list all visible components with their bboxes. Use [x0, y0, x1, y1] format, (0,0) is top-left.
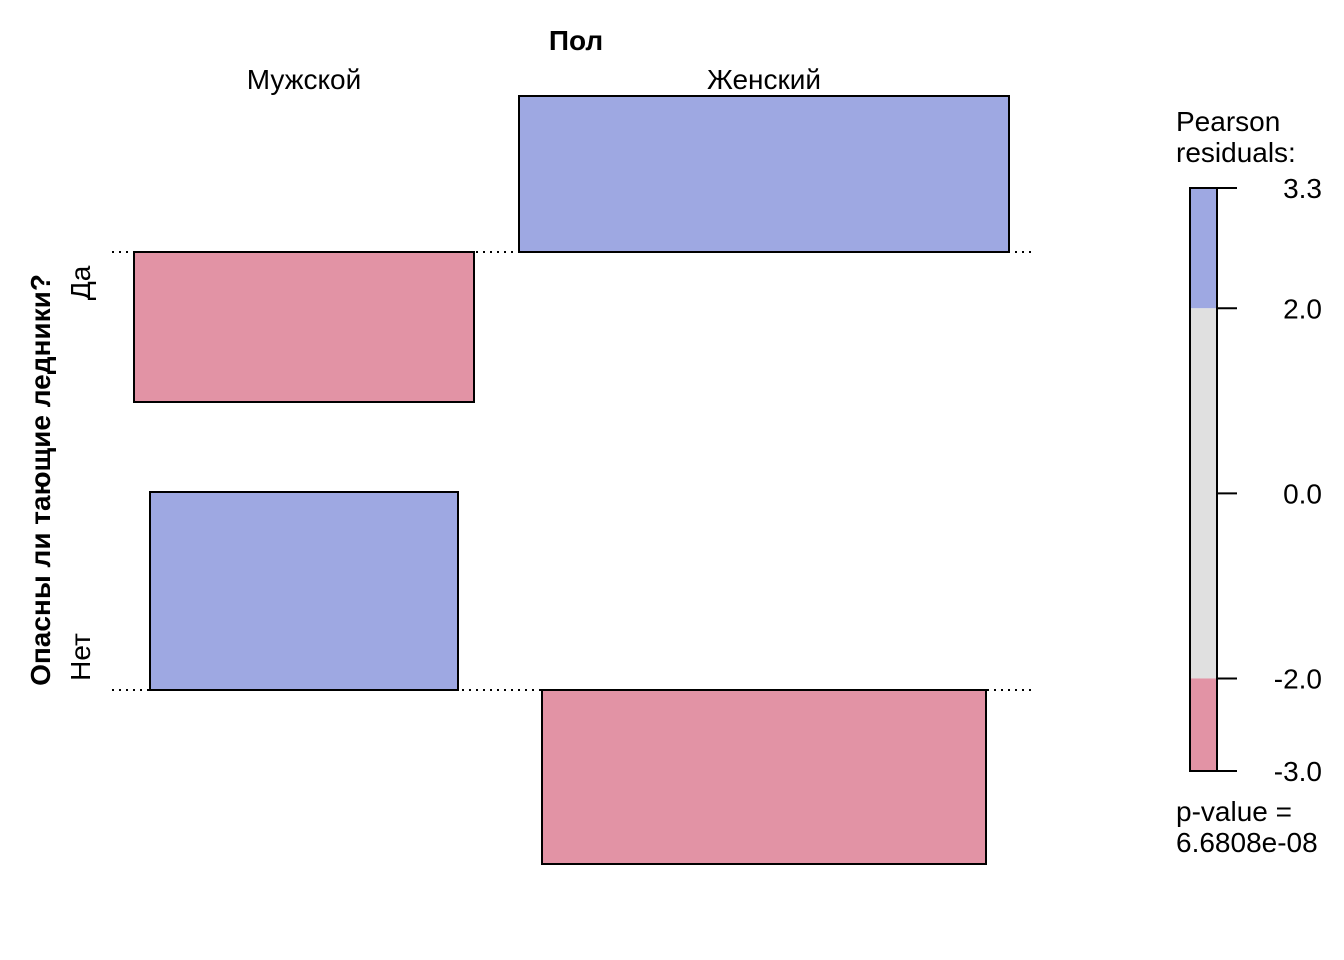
row-variable-title: Опасны ли тающие ледники?	[25, 274, 56, 686]
legend-tick-label: -2.0	[1274, 663, 1322, 694]
p-value-label: p-value =	[1176, 796, 1292, 827]
cell-нет-женский	[541, 689, 987, 865]
legend-band	[1190, 308, 1217, 679]
legend-title-line-1: Pearson	[1176, 106, 1280, 137]
row-label-нет: Нет	[65, 633, 96, 681]
row-label-да: Да	[65, 265, 96, 300]
column-label-женский: Женский	[707, 64, 821, 95]
p-value-number: 6.6808e-08	[1176, 827, 1318, 858]
residual-legend: Pearson residuals: 3.3 2.0 0.0 -2.0 -3.0 p-v…	[1176, 106, 1322, 858]
column-label-мужской: Мужской	[247, 64, 361, 95]
cell-да-женский	[518, 95, 1010, 253]
legend-tick-label: -3.0	[1274, 756, 1322, 787]
legend-bar-border	[1189, 187, 1218, 772]
legend-band	[1190, 188, 1217, 309]
legend-band	[1190, 678, 1217, 771]
legend-color-bar: 3.3 2.0 0.0 -2.0 -3.0	[1189, 173, 1322, 787]
legend-tick-label: 3.3	[1283, 173, 1322, 204]
cell-да-мужской	[133, 251, 475, 403]
column-variable-title: Пол	[549, 25, 603, 56]
legend-tick-label: 0.0	[1283, 478, 1322, 509]
legend-title-line-2: residuals:	[1176, 137, 1296, 168]
cell-нет-мужской	[149, 491, 459, 691]
plot-area: Мужской Женский Да Нет	[65, 64, 1035, 865]
legend-tick-label: 2.0	[1283, 293, 1322, 324]
